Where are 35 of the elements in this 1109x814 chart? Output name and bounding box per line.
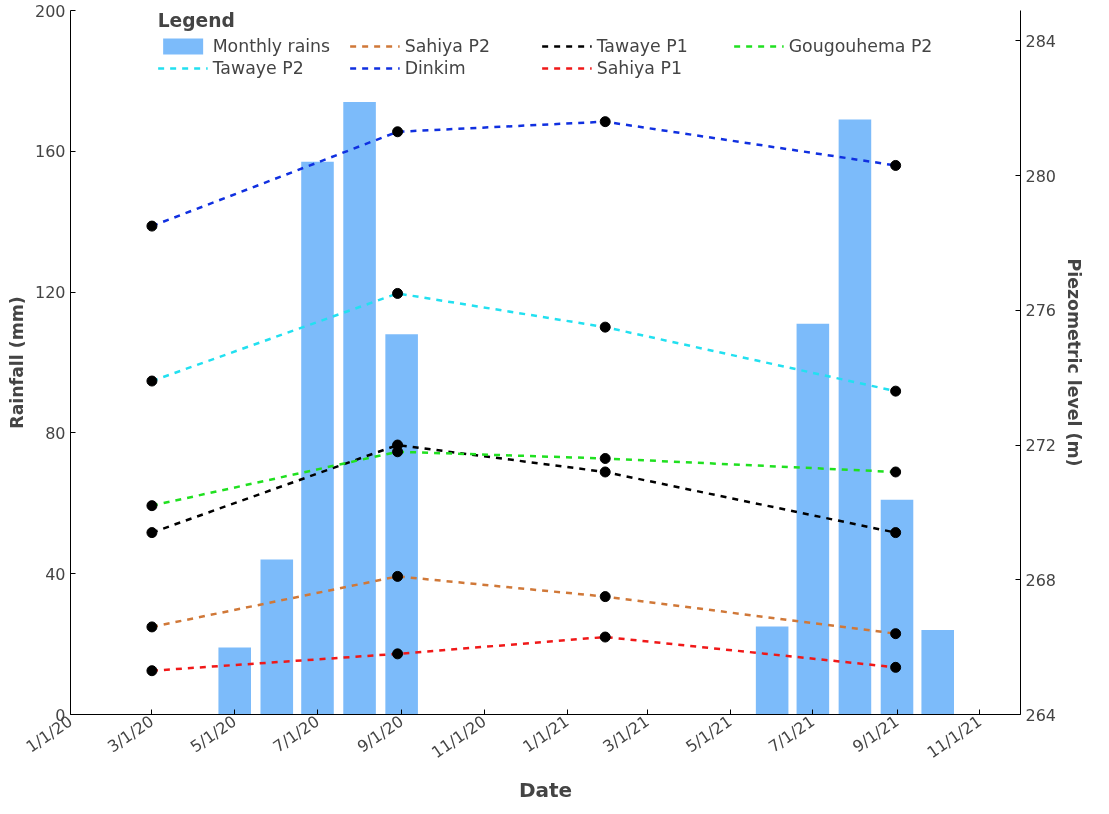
legend-label: Gougouhema P2 (788, 36, 933, 56)
y2-tick-label: 264 (1025, 705, 1057, 725)
bar (921, 630, 954, 715)
legend-label: Tawaye P1 (596, 36, 689, 56)
point (890, 527, 902, 539)
bar (301, 161, 334, 715)
y2-tick-label: 272 (1025, 436, 1057, 456)
bar (796, 323, 830, 715)
y2-tick-label: 284 (1025, 31, 1057, 51)
legend-label: Sahiya P2 (404, 36, 491, 56)
legend-label: Tawaye P2 (212, 58, 305, 78)
y-tick-label: 40 (45, 564, 66, 584)
y2-tick-label: 268 (1025, 570, 1057, 590)
y2-axis-title: Piezometric level (m) (1064, 258, 1085, 467)
legend-label: Dinkim (404, 58, 467, 78)
y2-tick-label: 280 (1025, 166, 1057, 186)
y-tick-label: 80 (45, 423, 66, 443)
point (599, 466, 611, 478)
bar (260, 559, 294, 715)
legend-label: Sahiya P1 (596, 58, 683, 78)
y-tick-label: 160 (34, 142, 66, 162)
bar (755, 626, 789, 715)
bar (838, 119, 872, 715)
bar (218, 647, 251, 715)
y-tick-label: 200 (34, 1, 66, 21)
bar (343, 102, 376, 715)
legend-label: Monthly rains (212, 36, 332, 56)
y-tick-label: 120 (34, 283, 66, 303)
y2-tick-label: 276 (1025, 301, 1057, 321)
point (146, 527, 158, 539)
bar (880, 499, 914, 715)
y-axis-title: Rainfall (mm) (6, 296, 27, 429)
legend-title: Legend (157, 10, 236, 31)
x-axis-title: Date (518, 778, 573, 803)
bar (385, 334, 418, 715)
